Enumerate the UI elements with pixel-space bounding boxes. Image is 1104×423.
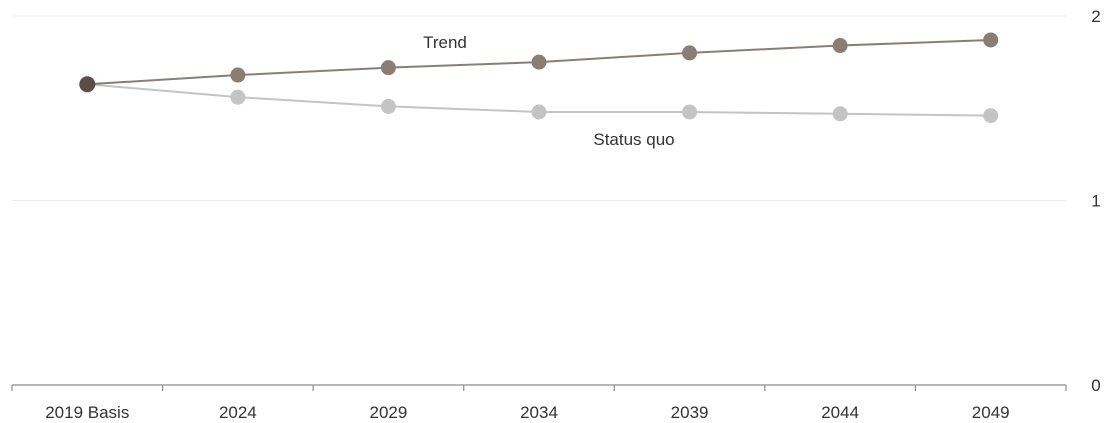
data-point-status-quo [531, 104, 547, 120]
data-point-trend [983, 32, 999, 48]
y-tick-label: 1 [1091, 192, 1100, 211]
data-point-status-quo [230, 89, 246, 105]
y-tick-label: 0 [1091, 376, 1100, 395]
data-point-status-quo [380, 98, 396, 114]
series-group [79, 32, 999, 124]
x-tick-label: 2044 [821, 403, 859, 422]
data-point-trend [682, 45, 698, 61]
x-tick-label: 2029 [370, 403, 408, 422]
x-tick-label: 2024 [219, 403, 257, 422]
series-trend [87, 32, 999, 86]
data-point-trend [832, 38, 848, 54]
data-point-base [79, 76, 96, 93]
y-tick-label: 2 [1091, 7, 1100, 26]
data-point-status-quo [682, 104, 698, 120]
x-tick-label: 2049 [972, 403, 1010, 422]
series-status-quo [87, 83, 999, 124]
x-axis: 2019 Basis 2024 2029 2034 2039 2044 2049 [11, 384, 1067, 422]
data-point-trend [380, 60, 396, 76]
x-tick-label: 2039 [671, 403, 709, 422]
data-point-status-quo [983, 108, 999, 124]
x-tick-label: 2034 [520, 403, 558, 422]
gridlines [12, 15, 1066, 201]
x-tick-label: 2019 Basis [45, 403, 129, 422]
series-label-status-quo: Status quo [593, 130, 674, 149]
series-label-trend: Trend [423, 33, 467, 52]
data-point-trend [230, 67, 246, 83]
data-point-trend [531, 54, 547, 70]
data-point-status-quo [832, 106, 848, 122]
y-axis: 0 1 2 [1091, 7, 1100, 395]
series-labels: Trend Status quo [423, 33, 675, 149]
